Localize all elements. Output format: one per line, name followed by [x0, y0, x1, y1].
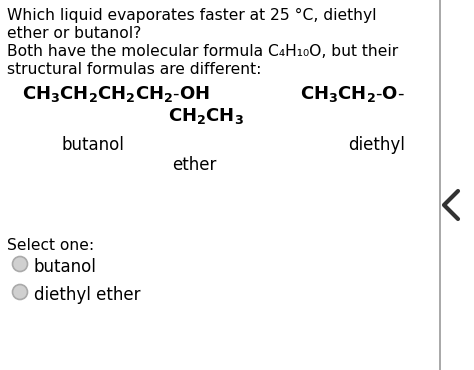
Text: butanol: butanol	[34, 258, 97, 276]
Text: Which liquid evaporates faster at 25 °C, diethyl: Which liquid evaporates faster at 25 °C,…	[7, 8, 376, 23]
Text: Select one:: Select one:	[7, 238, 94, 253]
Text: diethyl ether: diethyl ether	[34, 286, 140, 304]
Text: structural formulas are different:: structural formulas are different:	[7, 62, 261, 77]
Circle shape	[12, 285, 27, 299]
Text: butanol: butanol	[62, 136, 125, 154]
Text: $\mathbf{CH_3CH_2CH_2CH_2\text{-}OH}$: $\mathbf{CH_3CH_2CH_2CH_2\text{-}OH}$	[22, 84, 210, 104]
Text: $\mathbf{CH_3CH_2\text{-}O\text{-}}$: $\mathbf{CH_3CH_2\text{-}O\text{-}}$	[300, 84, 405, 104]
Circle shape	[12, 256, 27, 272]
Text: $\mathbf{CH_2CH_3}$: $\mathbf{CH_2CH_3}$	[168, 106, 244, 126]
Text: diethyl: diethyl	[348, 136, 405, 154]
Text: Both have the molecular formula C₄H₁₀O, but their: Both have the molecular formula C₄H₁₀O, …	[7, 44, 398, 59]
Text: ether: ether	[172, 156, 216, 174]
Text: ether or butanol?: ether or butanol?	[7, 26, 141, 41]
